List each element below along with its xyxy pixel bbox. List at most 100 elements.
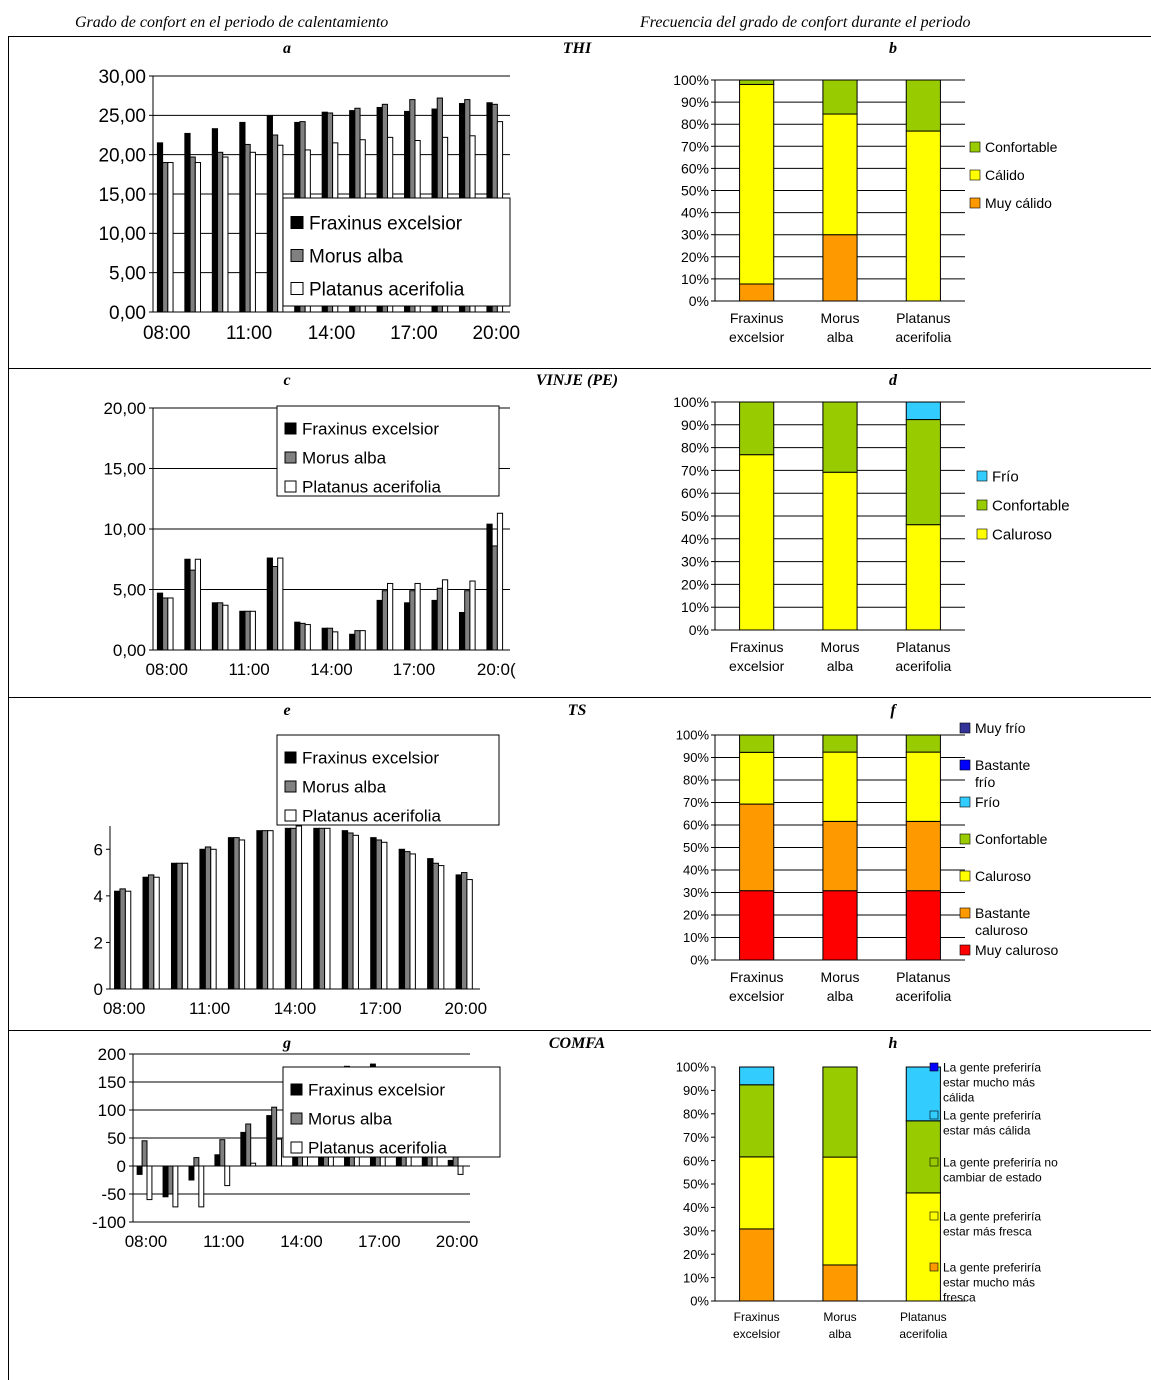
legend-label: cálida xyxy=(943,1090,975,1104)
bar-g-1-2 xyxy=(193,1157,200,1167)
bar-c-0-8 xyxy=(376,599,383,651)
segment-b-2-2 xyxy=(905,79,941,132)
bar-e-0-11 xyxy=(427,858,434,990)
bar-g-0-12 xyxy=(447,1159,454,1167)
legend-swatch xyxy=(929,1062,939,1072)
y-tick-label: 20% xyxy=(683,908,709,923)
y-tick-label: 80% xyxy=(683,1106,709,1121)
legend-swatch xyxy=(969,169,981,181)
bar-g-2-1 xyxy=(172,1165,179,1208)
legend-label: La gente preferiría xyxy=(943,1108,1041,1122)
bar-a-0-3 xyxy=(239,121,246,313)
segment-b-0-0 xyxy=(739,283,775,302)
bar-g-2-4 xyxy=(250,1162,257,1167)
y-tick-label: 0,00 xyxy=(113,641,146,660)
bar-e-1-11 xyxy=(432,862,439,990)
legend-swatch xyxy=(959,833,971,845)
legend-swatch xyxy=(929,1110,939,1120)
bar-c-1-0 xyxy=(162,597,169,651)
y-tick-label: 50% xyxy=(681,183,709,199)
x-tick-label: 14:00 xyxy=(310,660,353,679)
y-tick-label: 30% xyxy=(681,227,709,243)
legend-swatch xyxy=(959,907,971,919)
y-tick-label: 0% xyxy=(689,293,709,309)
bar-g-2-12 xyxy=(457,1165,464,1175)
bar-c-2-9 xyxy=(414,582,421,651)
right-column-header: Frecuencia del grado de confort durante … xyxy=(640,14,971,31)
legend-label: La gente preferiría no xyxy=(943,1155,1058,1169)
bar-c-2-0 xyxy=(167,597,174,651)
legend-label: Fraxinus excelsior xyxy=(309,213,463,234)
y-tick-label: 30,00 xyxy=(98,67,146,88)
bar-c-1-12 xyxy=(491,545,498,651)
y-tick-label: 60% xyxy=(683,1153,709,1168)
x-tick-label: acerifolia xyxy=(899,1327,947,1341)
index-title-thi: THI xyxy=(562,40,592,57)
legend-label: Platanus acerifolia xyxy=(302,807,441,826)
x-tick-label: acerifolia xyxy=(895,658,951,674)
legend-label: caluroso xyxy=(975,922,1028,938)
y-tick-label: 100 xyxy=(98,1101,126,1120)
x-tick-label: 11:00 xyxy=(228,660,269,679)
legend-box xyxy=(282,197,511,307)
legend-label: frío xyxy=(975,774,995,790)
legend-swatch xyxy=(929,1262,939,1272)
x-tick-label: Platanus xyxy=(896,310,950,326)
legend-swatch xyxy=(959,944,971,956)
legend-label: Frío xyxy=(975,794,1000,810)
x-tick-label: Platanus xyxy=(896,639,950,655)
x-tick-label: acerifolia xyxy=(895,329,951,345)
y-tick-label: 25,00 xyxy=(98,106,146,127)
legend-swatch xyxy=(976,528,988,540)
y-tick-label: 150 xyxy=(98,1073,126,1092)
x-tick-label: excelsior xyxy=(729,988,785,1004)
y-tick-label: 70% xyxy=(683,1130,709,1145)
y-tick-label: 80% xyxy=(681,116,709,132)
y-tick-label: 6 xyxy=(94,840,103,859)
y-tick-label: 0 xyxy=(117,1157,126,1176)
legend-label: Fraxinus excelsior xyxy=(302,749,439,768)
bar-g-1-0 xyxy=(141,1140,148,1167)
bar-e-1-2 xyxy=(176,862,183,990)
x-tick-label: alba xyxy=(827,329,854,345)
x-tick-label: acerifolia xyxy=(895,988,951,1004)
y-tick-label: 90% xyxy=(681,417,709,433)
y-tick-label: 40% xyxy=(683,863,709,878)
x-tick-label: 08:00 xyxy=(143,323,191,344)
segment-h-2-2 xyxy=(905,1120,941,1194)
bar-a-1-4 xyxy=(271,134,279,313)
index-title-ts: TS xyxy=(567,702,587,719)
bar-g-0-3 xyxy=(214,1154,221,1167)
bar-e-2-0 xyxy=(124,890,132,990)
y-tick-label: 10% xyxy=(683,930,709,945)
panel-label-d: d xyxy=(889,372,897,389)
x-tick-label: 20:0( xyxy=(477,660,516,679)
bar-e-2-12 xyxy=(466,879,473,990)
legend-label: Confortable xyxy=(992,497,1070,514)
legend-label: fresca xyxy=(943,1290,976,1304)
bar-c-1-3 xyxy=(244,610,251,651)
bar-e-2-3 xyxy=(210,848,217,990)
y-tick-label: 60% xyxy=(681,485,709,501)
y-tick-label: 15,00 xyxy=(98,185,146,206)
chart-e: 0 2 4 6 08:00 11:00 14:00 17:00 20:00 Fraxinus ex… xyxy=(94,734,500,1018)
index-title-vinje: VINJE (PE) xyxy=(535,372,619,389)
bar-c-0-11 xyxy=(458,611,466,651)
bar-e-0-2 xyxy=(170,862,178,990)
legend-label: Platanus acerifolia xyxy=(302,478,441,497)
segment-h-1-0 xyxy=(739,1156,775,1230)
x-tick-label: 14:00 xyxy=(274,999,317,1018)
legend-swatch xyxy=(290,1112,303,1125)
panel-label-c: c xyxy=(283,372,291,389)
segment-f-1-0 xyxy=(739,803,775,892)
y-tick-label: 0% xyxy=(690,953,709,968)
bar-c-1-1 xyxy=(189,569,196,651)
bar-e-1-1 xyxy=(147,874,155,990)
segment-f-2-1 xyxy=(822,751,858,822)
x-tick-label: 17:00 xyxy=(358,1232,401,1251)
x-tick-label: Morus xyxy=(821,969,860,985)
x-tick-label: 14:00 xyxy=(308,323,356,344)
legend-label: estar más cálida xyxy=(943,1123,1031,1137)
legend-swatch xyxy=(284,422,297,435)
bar-a-2-3 xyxy=(249,151,256,313)
